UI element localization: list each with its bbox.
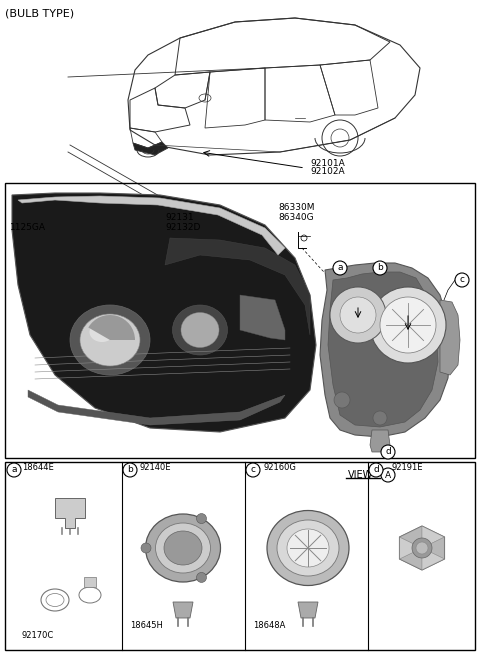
Text: b: b xyxy=(377,264,383,272)
Polygon shape xyxy=(84,577,96,587)
Polygon shape xyxy=(320,263,450,437)
Circle shape xyxy=(455,273,469,287)
Ellipse shape xyxy=(156,523,211,573)
Text: VIEW: VIEW xyxy=(348,470,373,480)
Text: 92101A: 92101A xyxy=(310,159,345,167)
Ellipse shape xyxy=(89,322,115,342)
Text: b: b xyxy=(127,466,133,474)
Circle shape xyxy=(246,463,260,477)
Text: d: d xyxy=(373,466,379,474)
Polygon shape xyxy=(173,602,193,618)
Text: 86340G: 86340G xyxy=(278,213,313,222)
Polygon shape xyxy=(399,526,422,548)
Circle shape xyxy=(330,287,386,343)
Polygon shape xyxy=(28,390,285,425)
Text: c: c xyxy=(459,276,465,285)
Text: 92102A: 92102A xyxy=(310,167,345,176)
Polygon shape xyxy=(298,602,318,618)
Circle shape xyxy=(333,261,347,275)
Text: a: a xyxy=(11,466,17,474)
Polygon shape xyxy=(399,537,422,559)
Polygon shape xyxy=(165,238,310,335)
Text: 86330M: 86330M xyxy=(278,203,314,213)
Circle shape xyxy=(412,538,432,558)
Bar xyxy=(5,183,475,458)
Text: a: a xyxy=(337,264,343,272)
Polygon shape xyxy=(422,548,444,570)
Text: 92160G: 92160G xyxy=(263,464,296,472)
Circle shape xyxy=(334,392,350,408)
Circle shape xyxy=(340,297,376,333)
Polygon shape xyxy=(422,526,444,548)
Text: 92170C: 92170C xyxy=(22,630,54,640)
Ellipse shape xyxy=(277,520,339,576)
Circle shape xyxy=(381,445,395,459)
Text: 92131: 92131 xyxy=(165,213,193,222)
Text: 92132D: 92132D xyxy=(165,224,200,232)
Polygon shape xyxy=(399,548,422,570)
Text: A: A xyxy=(385,470,391,480)
Text: 92140E: 92140E xyxy=(140,464,171,472)
Circle shape xyxy=(196,514,206,523)
Polygon shape xyxy=(370,430,390,452)
Circle shape xyxy=(373,411,387,425)
Polygon shape xyxy=(422,537,444,559)
Ellipse shape xyxy=(80,314,140,366)
Circle shape xyxy=(381,468,395,482)
Ellipse shape xyxy=(181,312,219,348)
Ellipse shape xyxy=(287,529,329,567)
Circle shape xyxy=(416,542,428,554)
Circle shape xyxy=(123,463,137,477)
Polygon shape xyxy=(440,300,460,375)
Text: c: c xyxy=(251,466,255,474)
Circle shape xyxy=(373,261,387,275)
Text: 18648A: 18648A xyxy=(253,621,286,630)
Polygon shape xyxy=(55,498,85,528)
Polygon shape xyxy=(12,193,316,432)
Polygon shape xyxy=(240,295,285,340)
Circle shape xyxy=(370,287,446,363)
Text: 18645H: 18645H xyxy=(130,621,163,630)
Text: 92191E: 92191E xyxy=(392,464,423,472)
Polygon shape xyxy=(399,526,444,570)
Circle shape xyxy=(380,297,436,353)
Ellipse shape xyxy=(172,305,228,355)
Bar xyxy=(5,462,475,650)
Polygon shape xyxy=(133,142,168,155)
Polygon shape xyxy=(328,272,438,427)
Text: (BULB TYPE): (BULB TYPE) xyxy=(5,8,74,18)
Text: 18644E: 18644E xyxy=(22,464,54,472)
Circle shape xyxy=(196,573,206,583)
Polygon shape xyxy=(18,196,285,255)
Circle shape xyxy=(141,543,151,553)
Text: d: d xyxy=(385,447,391,457)
Ellipse shape xyxy=(267,510,349,586)
Ellipse shape xyxy=(164,531,202,565)
Circle shape xyxy=(369,463,383,477)
Ellipse shape xyxy=(70,305,150,375)
Circle shape xyxy=(7,463,21,477)
Text: 1125GA: 1125GA xyxy=(10,224,46,232)
Wedge shape xyxy=(88,315,135,340)
Ellipse shape xyxy=(145,514,220,582)
